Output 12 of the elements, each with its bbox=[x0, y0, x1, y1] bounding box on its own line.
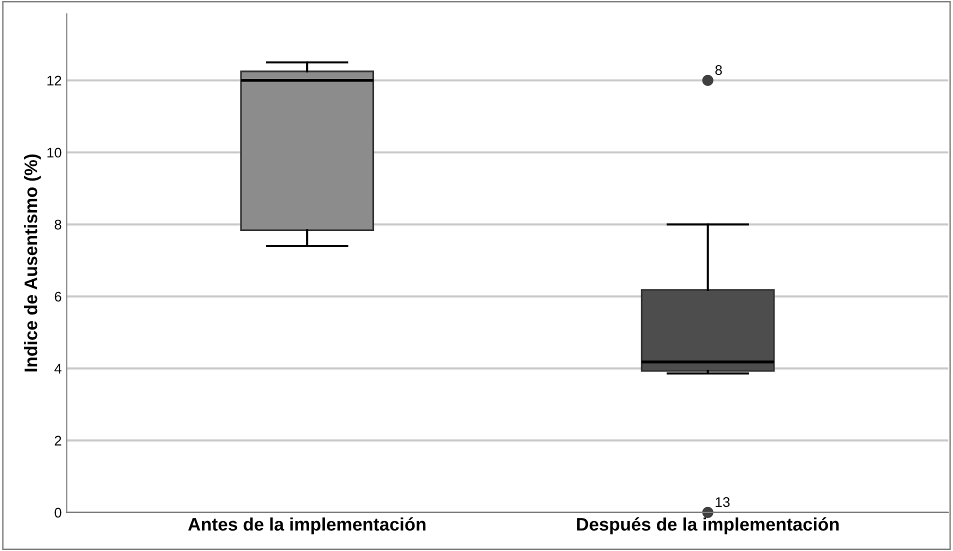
x-tick-label: Después de la implementación bbox=[577, 517, 839, 534]
y-tick-label: 12 bbox=[47, 76, 62, 86]
annotation: 8 bbox=[715, 65, 722, 75]
y-tick-label: 0 bbox=[54, 508, 62, 518]
annotation: 13 bbox=[716, 497, 730, 508]
y-tick-label: 8 bbox=[54, 220, 62, 230]
x-tick-label: Antes de la implementación bbox=[188, 517, 426, 534]
y-tick-label: 4 bbox=[54, 364, 62, 374]
y-axis-title: Indice de Ausentismo (%) bbox=[24, 154, 41, 372]
y-tick-label: 2 bbox=[54, 436, 62, 446]
y-tick-label: 10 bbox=[47, 148, 62, 158]
y-tick-label: 6 bbox=[54, 292, 62, 302]
